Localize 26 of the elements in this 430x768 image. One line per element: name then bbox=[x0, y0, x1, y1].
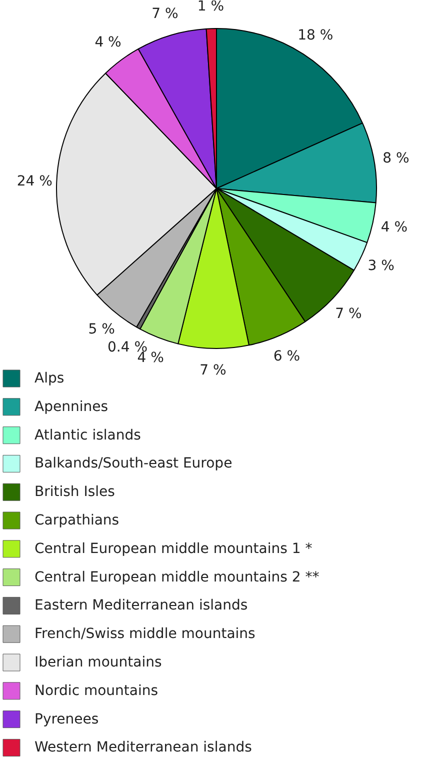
data-label: 7 % bbox=[335, 306, 362, 322]
data-label: 3 % bbox=[368, 258, 394, 274]
legend-label: Alps bbox=[34, 370, 64, 386]
legend-label: Iberian mountains bbox=[34, 654, 162, 670]
data-label: 18 % bbox=[298, 28, 334, 44]
legend-label: Apennines bbox=[34, 398, 108, 415]
data-label: 7 % bbox=[152, 6, 178, 22]
data-label: 24 % bbox=[16, 174, 52, 190]
data-label: 8 % bbox=[382, 150, 410, 166]
legend-label: Western Mediterranean islands bbox=[34, 740, 252, 756]
legend-label: Carpathians bbox=[34, 512, 120, 528]
legend-label: Atlantic islands bbox=[34, 427, 141, 444]
legend-label: British Isles bbox=[34, 484, 115, 500]
legend-label: Nordic mountains bbox=[34, 682, 158, 699]
data-label: 7 % bbox=[200, 362, 226, 378]
data-label: 5 % bbox=[88, 322, 115, 338]
legend-label: Central European middle mountains 2 ** bbox=[34, 569, 320, 586]
legend-label: Central European middle mountains 1 * bbox=[34, 540, 312, 557]
data-label: 4 % bbox=[380, 220, 408, 236]
legend-label: Balkands/South-east Europe bbox=[34, 456, 232, 472]
data-label: 4 % bbox=[94, 34, 122, 50]
data-label: 1 % bbox=[197, 0, 224, 15]
legend-label: Pyrenees bbox=[34, 711, 99, 728]
legend-label: French/Swiss middle mountains bbox=[34, 626, 256, 642]
data-label: 6 % bbox=[273, 348, 300, 364]
legend-label: Eastern Mediterranean islands bbox=[34, 598, 248, 614]
